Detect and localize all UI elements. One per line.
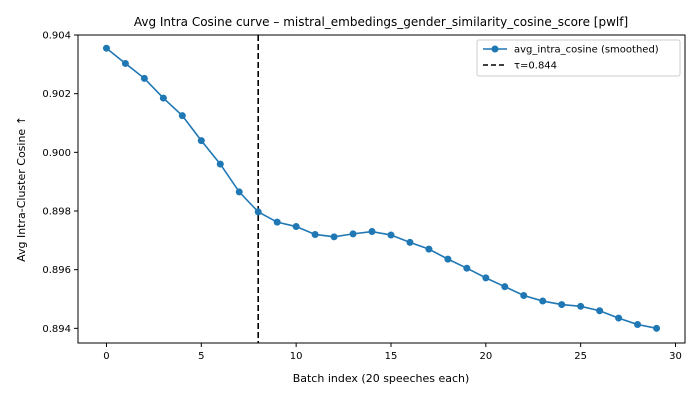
data-point [406,238,414,246]
y-tick-label: 0.898 [42,207,71,218]
data-point [330,233,338,241]
x-axis-label: Batch index (20 speeches each) [293,372,470,385]
data-point [216,160,224,168]
legend-marker-swatch [491,45,499,53]
data-point [311,230,319,238]
data-point [254,208,262,216]
y-tick-label: 0.904 [42,31,71,42]
x-tick-label: 0 [103,351,109,362]
legend-box [476,39,681,77]
x-tick-label: 30 [669,351,682,362]
data-point [520,291,528,299]
data-point [463,264,471,272]
data-point [140,74,148,82]
data-point [178,112,186,120]
data-point [577,302,585,310]
data-point [425,245,433,253]
data-point [349,230,357,238]
data-point [368,228,376,236]
data-point [558,301,566,309]
data-point [615,314,623,322]
data-point [102,44,110,52]
data-point [482,274,490,282]
data-point [444,255,452,263]
data-point [292,223,300,231]
plot-area: 0 5 10 15 20 25 30 0.894 0.896 0.898 0.900 0.902 0.9… [42,31,686,362]
data-point [634,321,642,329]
data-point [273,218,281,226]
data-point [197,137,205,145]
legend: avg_intra_cosine (smoothed) τ=0.844 [476,39,681,77]
data-point [235,188,243,196]
chart-title: Avg Intra Cosine curve – mistral_embedin… [134,15,628,29]
data-point [501,283,509,291]
data-point [539,297,547,305]
y-tick-label: 0.900 [42,148,71,159]
data-point [387,231,395,239]
data-point [596,307,604,315]
x-tick-label: 5 [198,351,204,362]
series-line [105,47,657,330]
y-axis-label: Avg Intra-Cluster Cosine ↑ [15,116,28,262]
x-tick-label: 15 [385,351,398,362]
data-point [653,324,661,332]
x-tick-label: 10 [290,351,303,362]
y-tick-label: 0.896 [42,265,71,276]
data-point [121,59,129,67]
legend-label: τ=0.844 [514,61,557,72]
data-point [159,94,167,102]
x-tick-label: 20 [479,351,492,362]
axes-frame [77,34,686,344]
y-tick-label: 0.894 [42,324,71,335]
x-tick-label: 25 [574,351,587,362]
y-tick-label: 0.902 [42,89,71,100]
legend-label: avg_intra_cosine (smoothed) [514,45,659,56]
